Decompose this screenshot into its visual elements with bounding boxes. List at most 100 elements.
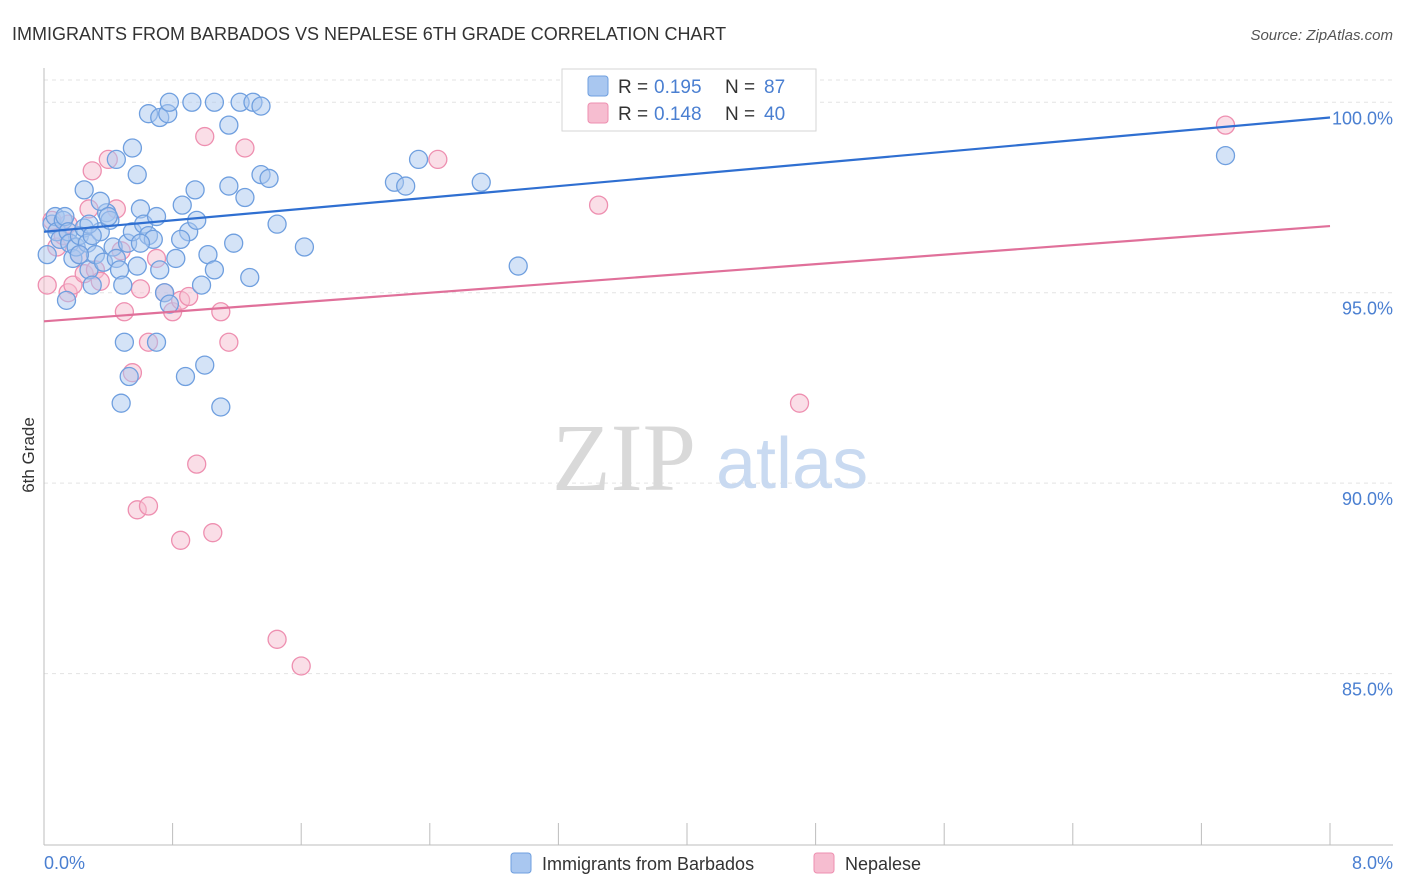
barbados-point-81 (187, 210, 207, 231)
nepalese-point-33 (428, 149, 448, 170)
barbados-point-46 (127, 164, 147, 185)
legend-swatch-barbados (587, 75, 609, 97)
y-axis-label: 6th Grade (19, 417, 38, 493)
barbados-point-42 (74, 180, 94, 200)
nepalese-point-35 (789, 393, 810, 413)
y-tick-label-90: 90.0% (1342, 489, 1393, 509)
legend-n-value-barbados: 87 (764, 77, 785, 98)
barbados-point-59 (224, 233, 244, 253)
barbados-point-43 (90, 191, 110, 211)
barbados-point-51 (182, 92, 202, 112)
barbados-point-62 (294, 237, 315, 257)
watermark: ZIP atlas (552, 404, 868, 511)
nepalese-point-37 (82, 161, 102, 181)
y-tick-label-85: 85.0% (1342, 680, 1393, 700)
barbados-point-70 (146, 332, 167, 352)
nepalese-point-21 (179, 286, 199, 307)
barbados-point-53 (219, 115, 239, 135)
barbados-point-57 (219, 176, 239, 196)
nepalese-point-31 (170, 530, 191, 550)
legend-r-value-barbados: 0.195 (654, 77, 702, 98)
nepalese-point-32 (203, 523, 223, 543)
barbados-point-76 (1215, 145, 1236, 166)
nepalese-point-34 (588, 195, 609, 215)
barbados-point-26 (127, 256, 147, 276)
x-axis: 0.0% 8.0% (43, 823, 1393, 873)
nepalese-point-15 (130, 279, 151, 299)
watermark-atlas: atlas (716, 424, 868, 504)
nepalese-point-23 (195, 126, 215, 147)
nepalese-point-24 (211, 302, 231, 322)
legend-swatch-nepalese (587, 102, 609, 124)
barbados-point-86 (37, 244, 57, 265)
barbados-point-38 (185, 180, 205, 200)
barbados-point-84 (82, 225, 102, 246)
barbados-point-65 (396, 176, 416, 196)
y-tick-label-95: 95.0% (1342, 299, 1393, 319)
barbados-point-35 (166, 248, 186, 269)
barbados-point-69 (114, 332, 135, 352)
watermark-zip: ZIP (552, 404, 696, 511)
nepalese-trend-line (43, 224, 1331, 323)
barbados-point-60 (240, 267, 260, 288)
legend-n-label-barbados: N = (725, 77, 755, 98)
barbados-point-66 (408, 149, 429, 170)
barbados-point-67 (471, 172, 491, 192)
barbados-point-72 (175, 366, 196, 387)
nepalese-point-36 (1215, 115, 1236, 135)
barbados-point-44 (106, 149, 126, 170)
legend-n-label-nepalese: N = (725, 104, 755, 125)
legend-r-label-barbados: R = (618, 77, 648, 98)
barbados-point-58 (235, 187, 255, 208)
barbados-point-71 (119, 366, 139, 387)
nepalese-point-28 (291, 656, 311, 676)
nepalese-point-27 (267, 629, 287, 649)
nepalese-point-26 (235, 138, 255, 158)
nepalese-point-22 (187, 454, 207, 474)
trend-lines (43, 116, 1331, 323)
barbados-point-82 (259, 168, 279, 189)
legend-r-value-nepalese: 0.148 (654, 104, 702, 125)
barbados-point-77 (69, 244, 90, 265)
y-tick-label-100: 100.0% (1332, 108, 1393, 128)
barbados-point-56 (251, 96, 271, 116)
barbados-point-83 (98, 206, 118, 227)
series-legend-swatch-barbados (510, 852, 532, 874)
barbados-trend-line (43, 116, 1331, 233)
barbados-point-80 (170, 229, 191, 250)
x-tick-label-min: 0.0% (44, 853, 85, 873)
nepalese-point-30 (138, 496, 159, 516)
barbados-point-39 (191, 275, 212, 295)
legend-n-value-nepalese: 40 (764, 104, 785, 125)
barbados-point-75 (211, 397, 231, 417)
nepalese-point-25 (219, 332, 239, 352)
barbados-point-45 (122, 138, 143, 158)
barbados-point-34 (159, 294, 180, 314)
gridlines (44, 79, 1393, 675)
barbados-point-61 (267, 214, 287, 234)
y-axis: 6th Grade (19, 68, 45, 845)
barbados-points (37, 92, 1236, 417)
y-tick-labels: 85.0% 90.0% 95.0% 100.0% (1332, 108, 1393, 699)
barbados-point-68 (508, 256, 528, 276)
series-legend-swatch-nepalese (813, 852, 835, 874)
nepalese-point-13 (114, 302, 135, 322)
barbados-point-52 (204, 92, 225, 112)
x-tick-marks (43, 823, 1331, 845)
legend-r-label-nepalese: R = (618, 104, 648, 125)
nepalese-point-0 (37, 275, 57, 295)
barbados-point-50 (159, 92, 180, 112)
barbados-point-41 (204, 260, 225, 280)
stats-legend: R = 0.195 N = 87 R = 0.148 N = 40 (561, 68, 817, 132)
barbados-point-73 (195, 355, 215, 375)
series-legend: Immigrants from Barbados Nepalese (510, 852, 921, 874)
barbados-point-79 (130, 233, 151, 253)
x-tick-label-max: 8.0% (1352, 853, 1393, 873)
barbados-point-32 (150, 260, 170, 280)
chart-title: IMMIGRANTS FROM BARBADOS VS NEPALESE 6TH… (12, 24, 726, 44)
barbados-point-14 (82, 275, 102, 295)
barbados-point-74 (111, 393, 131, 413)
series-legend-label-nepalese: Nepalese (845, 854, 921, 874)
series-legend-label-barbados: Immigrants from Barbados (542, 854, 754, 874)
